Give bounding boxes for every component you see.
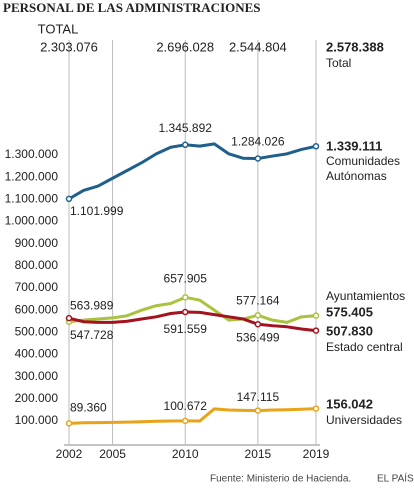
line: [68, 407, 317, 425]
point: [181, 417, 189, 425]
y-tick-label: 1.200.000: [5, 169, 59, 183]
value-label: 507.830: [326, 323, 373, 338]
point: [254, 407, 262, 414]
legend-label: Ayuntamientos: [326, 289, 405, 303]
value-label: 547.728: [70, 328, 114, 342]
credit: EL PAÍS: [377, 472, 414, 485]
value-label: 1.101.999: [70, 204, 124, 218]
total-title: TOTAL: [38, 21, 79, 36]
y-tick-label: 600.000: [15, 302, 59, 316]
point: [181, 308, 189, 316]
value-label: 1.345.892: [159, 121, 213, 135]
point: [254, 311, 262, 319]
point: [65, 314, 73, 322]
y-tick-label: 1.100.000: [5, 191, 59, 205]
value-label: 156.042: [326, 396, 373, 411]
value-label: 563.989: [70, 298, 114, 312]
y-tick-label: 100.000: [15, 413, 59, 427]
value-label: 89.360: [70, 401, 107, 415]
line: [68, 295, 317, 324]
y-tick-label: 500.000: [15, 325, 59, 339]
value-label: 575.405: [326, 304, 373, 319]
y-tick-label: 400.000: [15, 347, 59, 361]
point: [312, 327, 320, 334]
point: [312, 312, 320, 319]
y-tick-label: 1.300.000: [5, 147, 59, 161]
y-tick-label: 1.000.000: [5, 214, 59, 228]
y-tick-label: 900.000: [15, 236, 59, 250]
value-label: 657.905: [164, 272, 208, 286]
chart-title: PERSONAL DE LAS ADMINISTRACIONES: [3, 0, 261, 15]
point: [181, 294, 189, 301]
source: Fuente: Ministerio de Hacienda.: [210, 474, 351, 485]
x-tick-label: 2019: [303, 447, 330, 461]
y-tick-label: 200.000: [15, 391, 59, 405]
legend-label: Universidades: [326, 413, 402, 427]
value-label: 1.284.026: [231, 135, 285, 149]
total-label: 2.544.804: [229, 39, 287, 54]
point: [65, 420, 73, 427]
x-tick-label: 2010: [172, 447, 199, 461]
line: [68, 142, 317, 201]
point: [312, 143, 320, 150]
total-label: 2.303.076: [40, 39, 98, 54]
y-tick-label: 700.000: [15, 280, 59, 294]
point: [65, 195, 73, 203]
x-tick-label: 2015: [245, 447, 272, 461]
legend-label: Comunidades Autónomas: [326, 154, 400, 183]
value-label: 536.499: [236, 330, 280, 344]
point: [181, 141, 189, 149]
line: [68, 310, 317, 333]
value-label: 1.339.111: [326, 138, 382, 153]
y-tick-label: 800.000: [15, 258, 59, 272]
point: [254, 321, 262, 328]
value-label: 591.559: [164, 322, 208, 336]
point: [312, 405, 320, 412]
legend-label: Estado central: [326, 340, 403, 354]
x-tick-label: 2005: [99, 447, 126, 461]
x-tick-label: 2002: [56, 447, 83, 461]
point: [254, 155, 262, 162]
y-tick-label: 300.000: [15, 369, 59, 383]
value-label: 147.115: [237, 390, 280, 404]
value-label: 577.164: [236, 293, 280, 307]
value-label: 100.672: [164, 399, 208, 413]
total-name: Total: [326, 56, 351, 70]
total-label: 2.578.388: [326, 39, 384, 54]
total-label: 2.696.028: [156, 39, 214, 54]
